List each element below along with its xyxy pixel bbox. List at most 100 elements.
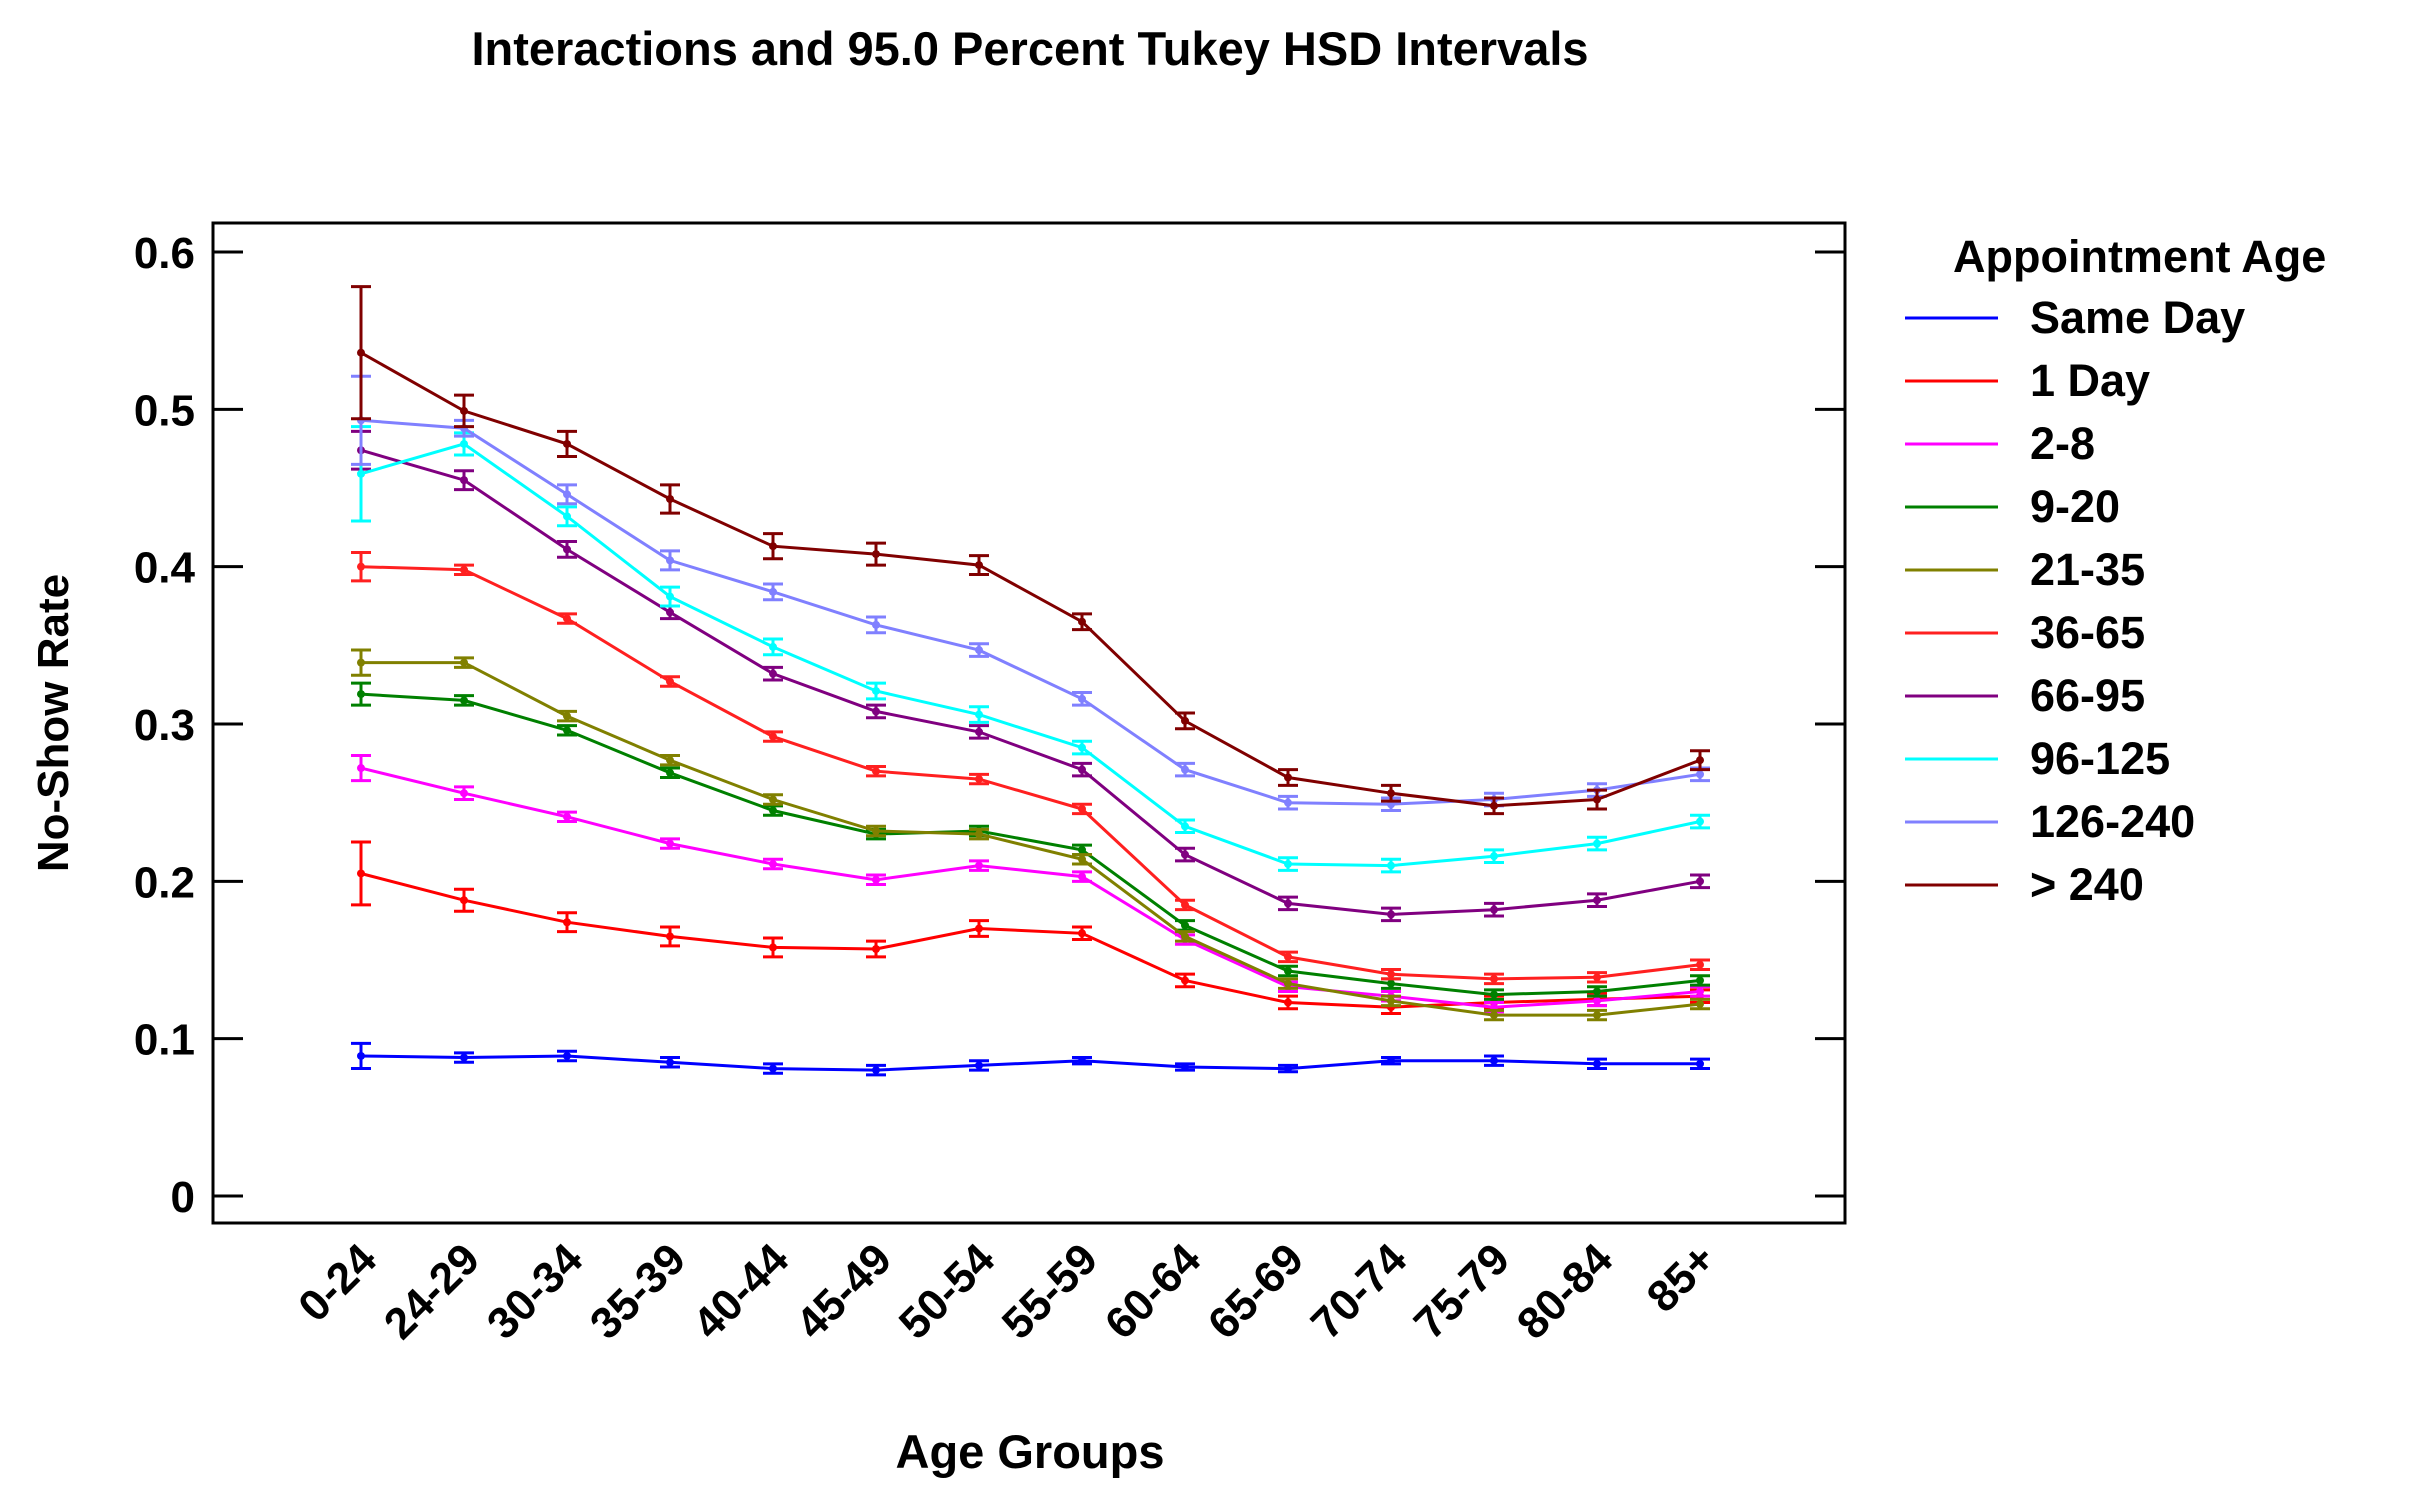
data-point <box>872 826 880 835</box>
data-point <box>975 710 983 719</box>
data-point <box>1284 773 1292 782</box>
legend-label: 126-240 <box>2030 796 2195 847</box>
data-point <box>769 806 777 815</box>
data-point <box>563 726 571 735</box>
x-tick-label: 50-54 <box>890 1234 1005 1349</box>
data-point <box>357 1051 365 1060</box>
data-point <box>1696 1000 1704 1009</box>
data-point <box>460 896 468 905</box>
legend-label: 1 Day <box>2030 355 2150 406</box>
data-point <box>357 690 365 699</box>
legend-label: 96-125 <box>2030 733 2170 784</box>
data-point <box>872 767 880 776</box>
data-point <box>1593 839 1601 848</box>
data-point <box>666 677 674 686</box>
data-point <box>769 1064 777 1073</box>
x-tick-label: 55-59 <box>993 1234 1107 1348</box>
data-point <box>666 839 674 848</box>
data-point <box>872 875 880 884</box>
data-point <box>1181 932 1189 941</box>
data-point <box>1078 855 1086 864</box>
series-1 <box>351 840 1710 1015</box>
data-point <box>1696 877 1704 886</box>
data-point <box>769 860 777 869</box>
data-point <box>872 707 880 716</box>
data-point <box>1284 860 1292 869</box>
data-point <box>357 348 365 357</box>
data-point <box>1387 996 1395 1005</box>
data-point <box>357 562 365 571</box>
data-point <box>1078 694 1086 703</box>
y-tick-label: 0.4 <box>134 544 196 593</box>
data-point <box>460 696 468 705</box>
series-9 <box>351 285 1710 816</box>
y-tick-label: 0.1 <box>134 1016 195 1065</box>
series-line <box>360 418 1701 806</box>
y-axis: 0 0.1 0.2 0.3 0.4 0.5 0.6 <box>134 229 1845 1222</box>
data-point <box>357 869 365 878</box>
legend-label: > 240 <box>2030 859 2144 910</box>
data-point <box>1387 979 1395 988</box>
x-tick-label: 65-69 <box>1199 1234 1313 1348</box>
series-line <box>360 565 1701 981</box>
data-point <box>1490 905 1498 914</box>
data-point <box>1490 852 1498 861</box>
data-point <box>769 669 777 678</box>
data-point <box>975 861 983 870</box>
data-point <box>460 789 468 798</box>
data-point <box>1490 801 1498 810</box>
data-point <box>1593 987 1601 996</box>
data-point <box>1696 1059 1704 1068</box>
data-point <box>1078 765 1086 774</box>
data-point <box>1387 789 1395 798</box>
series-line <box>360 442 1701 868</box>
series-5 <box>351 551 1710 986</box>
data-point <box>1284 967 1292 976</box>
series-line <box>360 692 1701 997</box>
data-point <box>1181 900 1189 909</box>
data-point <box>1696 987 1704 996</box>
data-point <box>1593 896 1601 905</box>
data-point <box>1387 861 1395 870</box>
data-point <box>1078 872 1086 881</box>
data-point <box>1387 1056 1395 1065</box>
x-tick-label: 24-29 <box>375 1234 489 1348</box>
data-point <box>769 943 777 952</box>
data-point <box>357 764 365 773</box>
data-point <box>769 642 777 651</box>
data-point <box>1078 617 1086 626</box>
data-point <box>563 1051 571 1060</box>
data-point <box>1078 929 1086 938</box>
data-point <box>1696 770 1704 779</box>
data-point <box>1078 804 1086 813</box>
x-tick-label: 35-39 <box>581 1234 695 1348</box>
legend-label: 21-35 <box>2030 544 2145 595</box>
data-point <box>1284 1064 1292 1073</box>
data-point <box>1490 990 1498 999</box>
data-point <box>1490 1011 1498 1020</box>
x-tick-label: 75-79 <box>1405 1234 1519 1348</box>
data-point <box>1593 996 1601 1005</box>
data-point <box>1696 960 1704 969</box>
data-point <box>460 1053 468 1062</box>
data-point <box>1284 798 1292 807</box>
x-tick-label: 60-64 <box>1096 1234 1211 1349</box>
data-point <box>872 1066 880 1075</box>
data-point <box>563 614 571 623</box>
data-point <box>872 550 880 559</box>
y-tick-label: 0.3 <box>134 701 195 750</box>
legend-label: 36-65 <box>2030 607 2145 658</box>
y-tick-label: 0.5 <box>134 386 195 435</box>
data-point <box>1593 1011 1601 1020</box>
data-point <box>563 512 571 521</box>
data-point <box>1593 973 1601 982</box>
data-point <box>975 646 983 655</box>
data-point <box>975 830 983 839</box>
x-tick-label: 0-24 <box>289 1234 386 1331</box>
data-point <box>666 1058 674 1067</box>
series-0 <box>351 1041 1710 1077</box>
legend-label: 2-8 <box>2030 418 2095 469</box>
data-point <box>975 924 983 933</box>
data-point <box>666 608 674 617</box>
